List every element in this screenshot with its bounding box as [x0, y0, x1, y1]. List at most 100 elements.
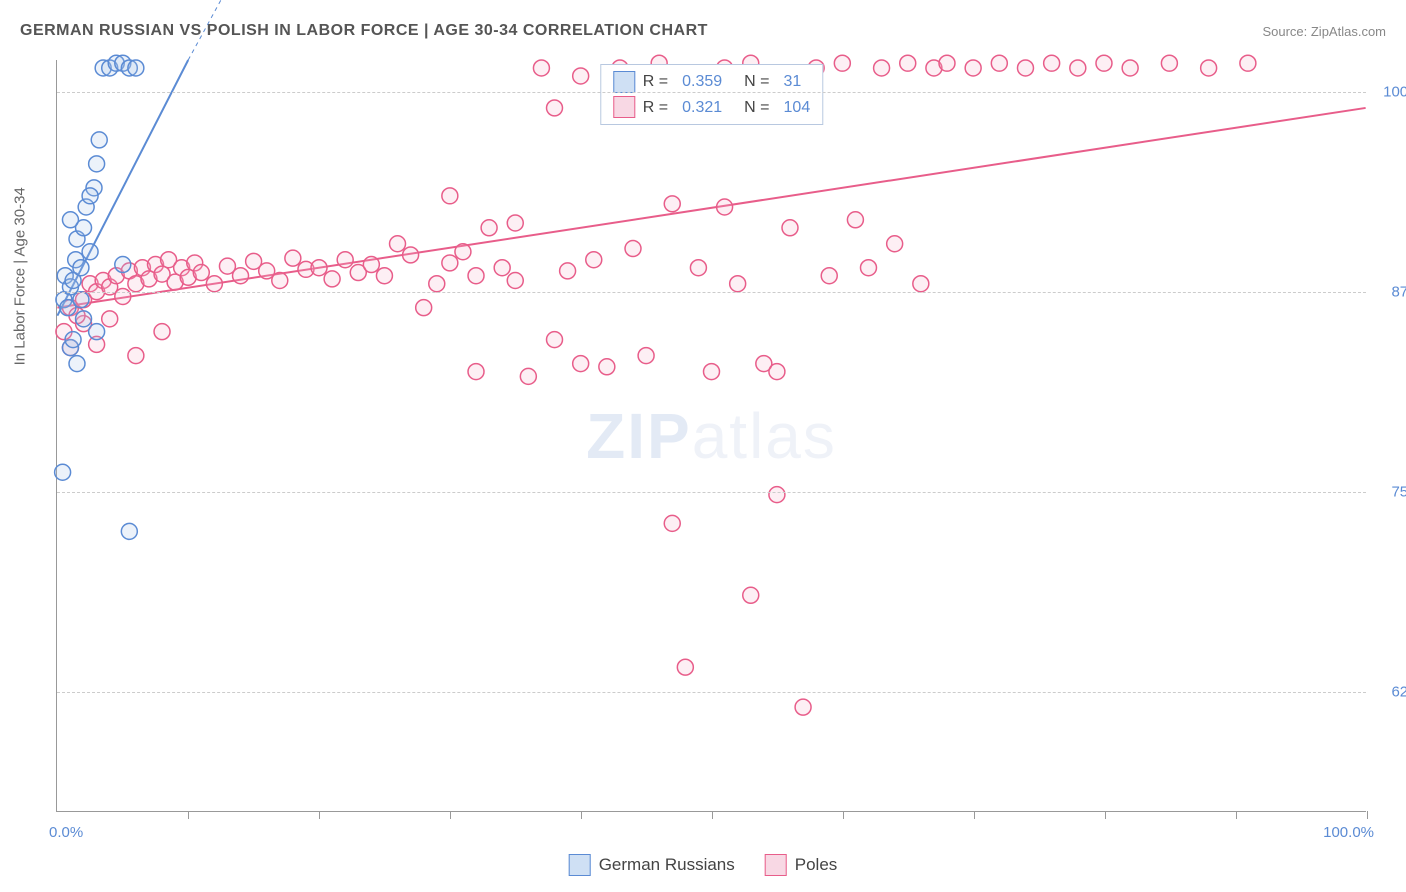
x-tick [1367, 811, 1368, 819]
scatter-point [376, 268, 392, 284]
scatter-point [573, 68, 589, 84]
scatter-point [1017, 60, 1033, 76]
scatter-point [82, 188, 98, 204]
plot-area: ZIPatlas R =0.359N =31R =0.321N =104 62.… [56, 60, 1366, 812]
x-tick [1236, 811, 1237, 819]
scatter-point [442, 188, 458, 204]
stats-swatch [613, 96, 635, 118]
stats-r-label: R = [643, 95, 668, 121]
scatter-point [573, 356, 589, 372]
scatter-point [193, 265, 209, 281]
scatter-point [507, 273, 523, 289]
scatter-point [547, 332, 563, 348]
x-tick [712, 811, 713, 819]
scatter-point [625, 241, 641, 257]
scatter-point [599, 359, 615, 375]
stats-n-value: 31 [784, 69, 802, 95]
legend-label: Poles [795, 855, 838, 875]
scatter-point [89, 324, 105, 340]
x-tick [581, 811, 582, 819]
scatter-point [69, 356, 85, 372]
gridline-h [57, 92, 1366, 93]
scatter-point [154, 324, 170, 340]
scatter-point [717, 199, 733, 215]
scatter-point [507, 215, 523, 231]
x-tick [319, 811, 320, 819]
bottom-legend: German Russians Poles [569, 854, 838, 876]
scatter-point [128, 348, 144, 364]
x-tick [1105, 811, 1106, 819]
scatter-point [664, 196, 680, 212]
y-tick-label: 75.0% [1374, 484, 1406, 501]
scatter-point [73, 260, 89, 276]
scatter-point [991, 55, 1007, 71]
scatter-point [455, 244, 471, 260]
scatter-point [520, 368, 536, 384]
legend-swatch [569, 854, 591, 876]
scatter-point [586, 252, 602, 268]
x-tick-label-left: 0.0% [49, 824, 83, 841]
scatter-point [272, 273, 288, 289]
x-tick [974, 811, 975, 819]
x-tick [843, 811, 844, 819]
scatter-point [887, 236, 903, 252]
scatter-point [337, 252, 353, 268]
scatter-point [769, 364, 785, 380]
stats-r-value: 0.321 [682, 95, 722, 121]
scatter-point [1096, 55, 1112, 71]
y-tick-label: 100.0% [1374, 84, 1406, 101]
scatter-point [533, 60, 549, 76]
stats-swatch [613, 71, 635, 93]
scatter-point [206, 276, 222, 292]
scatter-point [704, 364, 720, 380]
scatter-point [89, 156, 105, 172]
scatter-point [62, 212, 78, 228]
scatter-point [468, 268, 484, 284]
scatter-point [73, 292, 89, 308]
scatter-point [390, 236, 406, 252]
scatter-point [403, 247, 419, 263]
source-label: Source: ZipAtlas.com [1262, 24, 1386, 39]
scatter-point [939, 55, 955, 71]
y-tick-label: 87.5% [1374, 284, 1406, 301]
scatter-point [769, 487, 785, 503]
scatter-point [547, 100, 563, 116]
scatter-point [128, 60, 144, 76]
scatter-svg [57, 60, 1366, 811]
scatter-point [481, 220, 497, 236]
scatter-point [55, 464, 71, 480]
scatter-point [913, 276, 929, 292]
x-tick [188, 811, 189, 819]
legend-swatch [765, 854, 787, 876]
legend-label: German Russians [599, 855, 735, 875]
scatter-point [82, 244, 98, 260]
y-tick-label: 62.5% [1374, 684, 1406, 701]
scatter-point [91, 132, 107, 148]
stats-n-value: 104 [784, 95, 811, 121]
scatter-point [115, 288, 131, 304]
scatter-point [664, 515, 680, 531]
scatter-point [638, 348, 654, 364]
stats-n-label: N = [744, 95, 769, 121]
scatter-point [677, 659, 693, 675]
scatter-point [1122, 60, 1138, 76]
scatter-point [690, 260, 706, 276]
stats-row: R =0.359N =31 [613, 69, 810, 95]
gridline-h [57, 492, 1366, 493]
scatter-point [834, 55, 850, 71]
scatter-point [468, 364, 484, 380]
scatter-point [1044, 55, 1060, 71]
scatter-point [965, 60, 981, 76]
legend-item: Poles [765, 854, 838, 876]
legend-item: German Russians [569, 854, 735, 876]
scatter-point [324, 271, 340, 287]
scatter-point [743, 587, 759, 603]
trend-line [57, 108, 1365, 308]
scatter-point [560, 263, 576, 279]
y-axis-label: In Labor Force | Age 30-34 [12, 187, 29, 365]
scatter-point [900, 55, 916, 71]
x-tick [450, 811, 451, 819]
scatter-point [874, 60, 890, 76]
scatter-point [861, 260, 877, 276]
scatter-point [65, 332, 81, 348]
